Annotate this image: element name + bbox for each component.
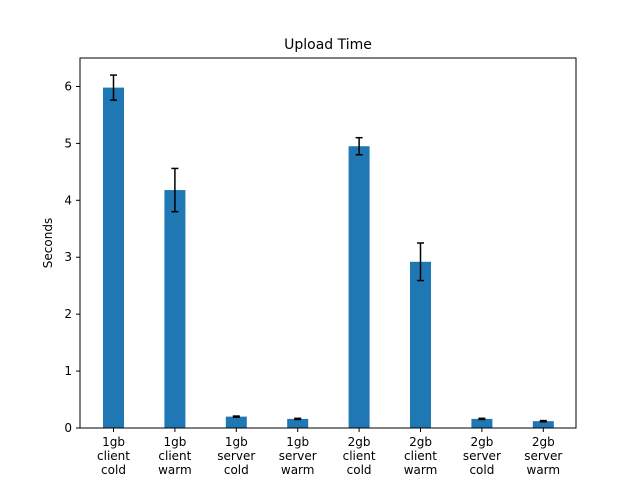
- error-bar-4: [294, 417, 302, 421]
- x-tick-label-8: 2gb server warm: [524, 435, 562, 477]
- plot-frame: [79, 57, 577, 429]
- bar-7: [471, 418, 493, 428]
- bars-group: [103, 87, 554, 428]
- bar-2: [164, 190, 186, 428]
- y-axis-label: Seconds: [41, 218, 55, 268]
- x-axis-ticks: 1gb client cold 1gb client warm 1gb server cold 1…: [97, 428, 562, 477]
- x-tick-label-4: 1gb server warm: [279, 435, 317, 477]
- bar-3: [225, 416, 247, 428]
- bar-5: [348, 146, 370, 428]
- error-bar-3: [232, 415, 240, 418]
- y-tick-label-1: 1: [64, 364, 72, 378]
- error-bar-7: [478, 417, 486, 421]
- error-bar-8: [539, 419, 547, 423]
- y-tick-label-3: 3: [64, 250, 72, 264]
- y-axis-ticks: 0 1 2 3 4 5 6: [64, 79, 80, 435]
- error-bar-2: [171, 167, 179, 213]
- x-tick-label-2: 1gb client warm: [158, 435, 192, 477]
- bar-1: [103, 87, 124, 428]
- x-tick-label-3: 1gb server cold: [217, 435, 255, 477]
- x-tick-label-1: 1gb client cold: [97, 435, 130, 477]
- error-bar-6: [417, 242, 424, 282]
- error-bar-5: [355, 136, 363, 156]
- chart-title: Upload Time: [284, 37, 372, 53]
- y-tick-label-5: 5: [64, 136, 72, 150]
- x-tick-label-6: 2gb client warm: [404, 435, 438, 477]
- x-tick-label-7: 2gb server cold: [463, 435, 501, 477]
- error-bars-group: [110, 74, 547, 423]
- y-tick-label-0: 0: [64, 421, 72, 435]
- y-tick-label-6: 6: [64, 79, 72, 93]
- bar-8: [532, 421, 554, 428]
- bar-4: [287, 418, 309, 428]
- bar-6: [410, 261, 431, 428]
- y-tick-label-4: 4: [64, 193, 72, 207]
- x-tick-label-5: 2gb client cold: [343, 435, 376, 477]
- error-bar-1: [110, 74, 117, 101]
- y-tick-label-2: 2: [64, 307, 72, 321]
